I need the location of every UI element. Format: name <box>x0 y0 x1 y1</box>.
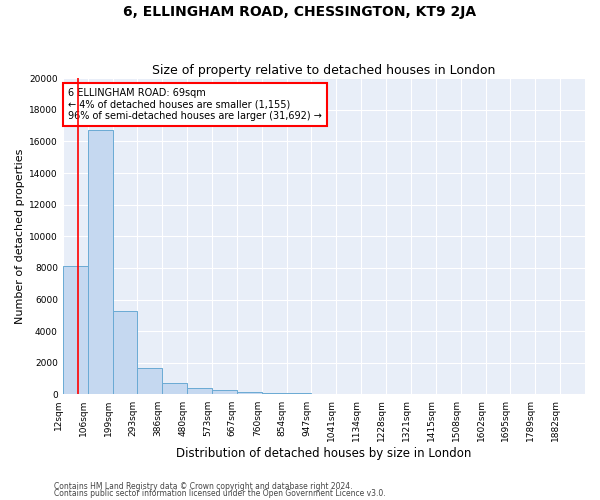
Bar <box>162 384 187 394</box>
Bar <box>187 388 212 394</box>
Y-axis label: Number of detached properties: Number of detached properties <box>15 148 25 324</box>
Bar <box>237 392 262 394</box>
Title: Size of property relative to detached houses in London: Size of property relative to detached ho… <box>152 64 496 77</box>
Text: 6 ELLINGHAM ROAD: 69sqm
← 4% of detached houses are smaller (1,155)
96% of semi-: 6 ELLINGHAM ROAD: 69sqm ← 4% of detached… <box>68 88 322 121</box>
Text: 6, ELLINGHAM ROAD, CHESSINGTON, KT9 2JA: 6, ELLINGHAM ROAD, CHESSINGTON, KT9 2JA <box>124 5 476 19</box>
Bar <box>113 310 137 394</box>
Text: Contains public sector information licensed under the Open Government Licence v3: Contains public sector information licen… <box>54 490 386 498</box>
X-axis label: Distribution of detached houses by size in London: Distribution of detached houses by size … <box>176 447 472 460</box>
Bar <box>88 130 113 394</box>
Bar <box>63 266 88 394</box>
Bar <box>262 392 287 394</box>
Text: Contains HM Land Registry data © Crown copyright and database right 2024.: Contains HM Land Registry data © Crown c… <box>54 482 353 491</box>
Bar <box>287 393 311 394</box>
Bar <box>212 390 237 394</box>
Bar <box>137 368 162 394</box>
